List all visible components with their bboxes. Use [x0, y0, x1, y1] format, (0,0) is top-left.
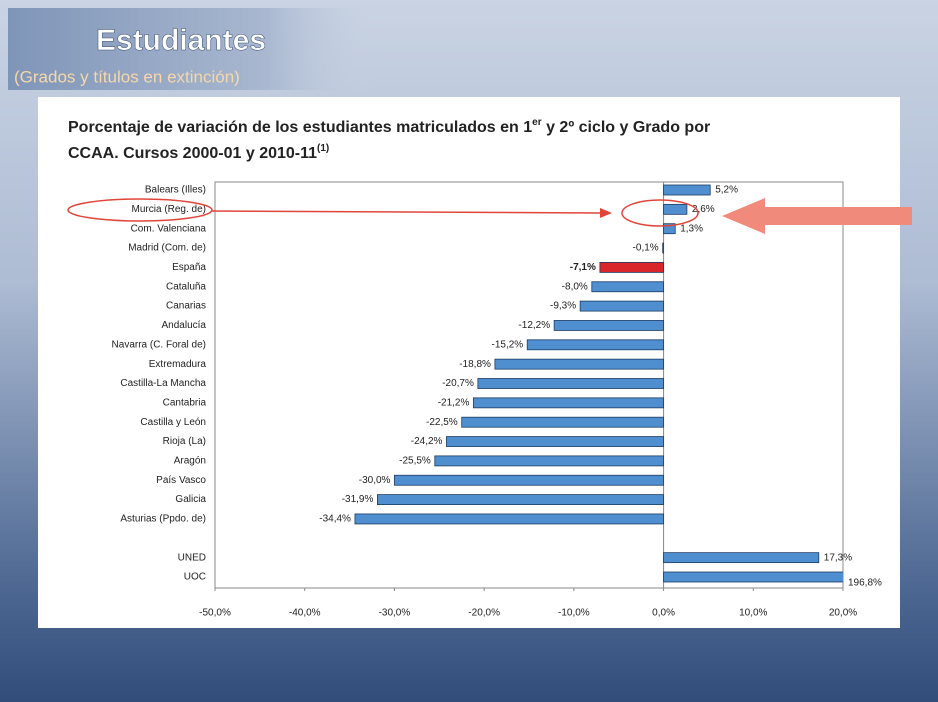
y-tick-label: Andalucía: [162, 320, 207, 331]
panel: [38, 97, 900, 628]
bar: [662, 242, 664, 254]
data-label: -7,1%: [570, 262, 596, 273]
data-label: 5,2%: [715, 185, 738, 196]
bar: [477, 378, 664, 389]
y-tick-label: España: [172, 262, 206, 273]
data-label: -12,2%: [518, 320, 550, 331]
data-label: -8,0%: [562, 281, 588, 292]
x-tick-label: -20,0%: [468, 608, 500, 619]
data-label: -31,9%: [342, 494, 374, 505]
bar: [663, 571, 843, 583]
x-tick-label: -40,0%: [289, 608, 321, 619]
data-label: -24,2%: [411, 436, 443, 447]
data-label: 2,6%: [692, 204, 715, 215]
bar: [394, 474, 664, 486]
x-tick-label: -50,0%: [199, 608, 231, 619]
bar-group: [354, 184, 843, 583]
arrow-line: [211, 210, 601, 214]
bar: [446, 436, 664, 447]
y-tick-label: Murcia (Reg. de): [132, 204, 206, 215]
x-tick-label: 0,0%: [652, 608, 675, 619]
y-tick-label: Extremadura: [149, 359, 207, 370]
highlight-ellipse: [621, 199, 699, 227]
data-label: 17,3%: [824, 552, 852, 563]
bar: [591, 281, 664, 293]
y-tick-label: Castilla-La Mancha: [120, 378, 206, 389]
header-subtitle: (Grados y títulos en extinción): [14, 67, 240, 86]
y-tick-label: Canarias: [166, 301, 206, 312]
x-tick-label: 20,0%: [829, 608, 857, 619]
data-label: -20,7%: [442, 378, 474, 389]
x-tick-label: -30,0%: [379, 608, 411, 619]
y-tick-label: Aragón: [174, 456, 206, 467]
bar: [663, 184, 711, 196]
bar: [494, 358, 664, 370]
bar: [354, 513, 664, 525]
data-label: 196,8%: [848, 578, 882, 589]
data-label: -21,2%: [438, 397, 470, 408]
y-tick-label: Asturias (Ppdo. de): [120, 514, 206, 525]
bar: [526, 339, 664, 351]
data-label: -0,1%: [633, 243, 659, 254]
x-tick-label: -10,0%: [558, 608, 590, 619]
header-title: Estudiantes: [96, 24, 266, 57]
bar: [472, 397, 664, 409]
bar: [599, 261, 664, 273]
data-label: -34,4%: [319, 514, 351, 525]
data-label: 1,3%: [680, 223, 703, 234]
y-tick-label: Madrid (Com. de): [128, 243, 206, 254]
bar: [553, 320, 664, 331]
y-tick-label: Balears (Illes): [145, 185, 206, 196]
y-tick-label: UOC: [184, 572, 206, 583]
y-tick-label: Castilla y León: [140, 417, 206, 428]
bar: [579, 300, 664, 312]
y-tick-label: Cataluña: [166, 281, 206, 292]
y-tick-label: Rioja (La): [163, 436, 206, 447]
plot-frame: [214, 181, 844, 589]
arrow-head: [600, 208, 612, 218]
header-bg: [8, 8, 378, 90]
y-tick-label: UNED: [178, 552, 206, 563]
bar: [663, 203, 688, 215]
bar: [663, 223, 676, 235]
data-label: -25,5%: [399, 456, 431, 467]
bar: [663, 552, 820, 564]
chart-title: Porcentaje de variación de los estudiant…: [68, 117, 710, 137]
bar: [376, 494, 664, 506]
x-tick-label: 10,0%: [739, 608, 767, 619]
highlight-ellipse: [67, 198, 213, 222]
data-label: -15,2%: [492, 339, 524, 350]
y-tick-label: Navarra (C. Foral de): [112, 339, 206, 350]
bar: [461, 416, 664, 428]
bar: [434, 455, 664, 467]
y-tick-label: Cantabria: [163, 397, 207, 408]
data-label: -22,5%: [426, 417, 458, 428]
y-tick-label: País Vasco: [156, 475, 206, 486]
chart-title: CCAA. Cursos 2000-01 y 2010-11(1): [68, 143, 329, 163]
y-tick-label: Galicia: [175, 494, 206, 505]
y-tick-label: Com. Valenciana: [131, 223, 207, 234]
data-label: -9,3%: [550, 301, 576, 312]
big-arrow: [722, 198, 912, 234]
data-label: -18,8%: [459, 359, 491, 370]
data-label: -30,0%: [359, 475, 391, 486]
